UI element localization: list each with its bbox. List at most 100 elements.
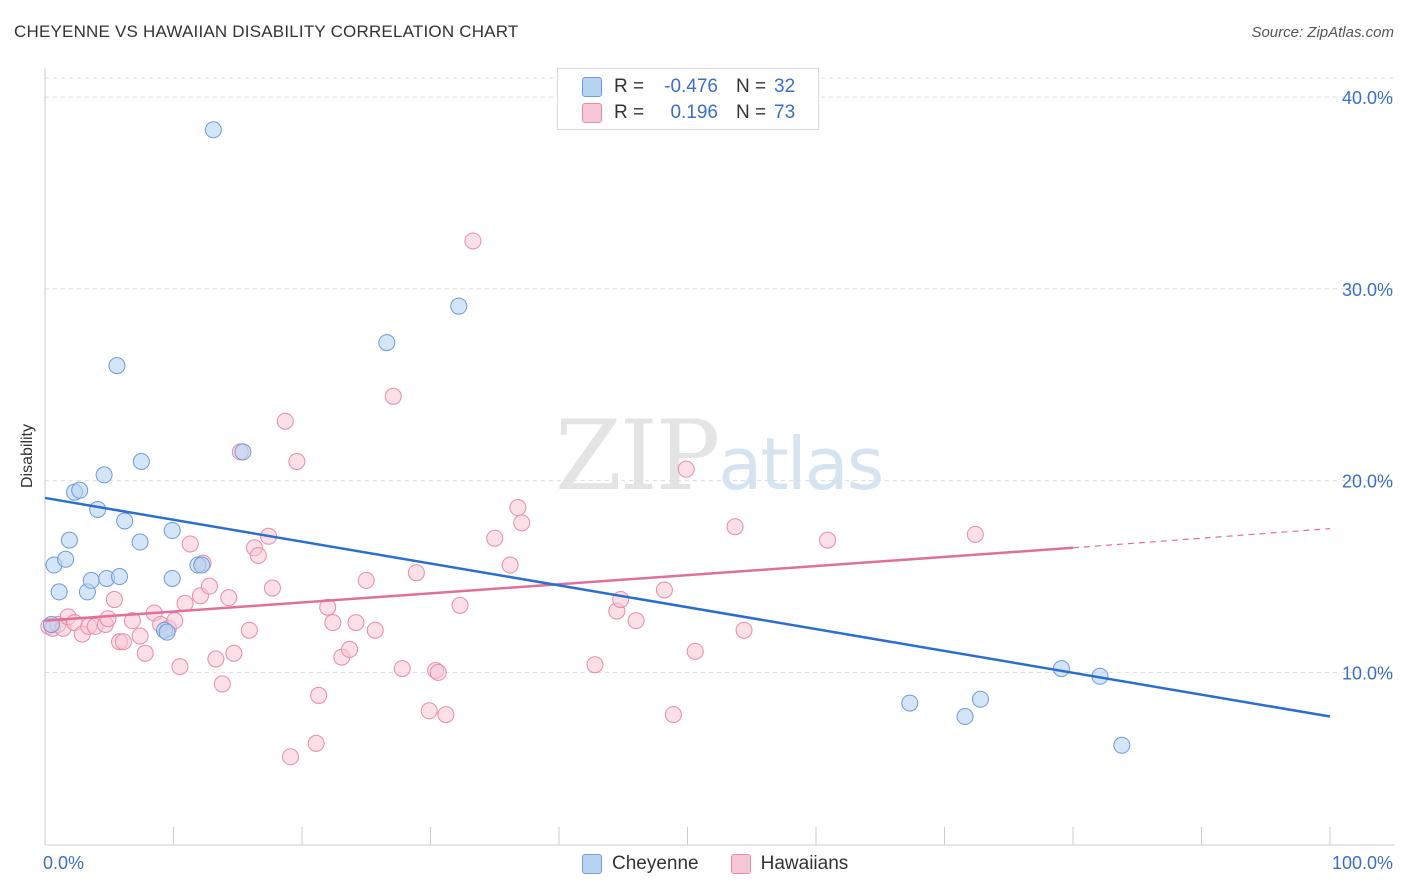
- hawaiians-point: [393, 660, 411, 678]
- hawaiians-point: [249, 546, 267, 564]
- cheyenne-point: [89, 500, 107, 518]
- cheyenne-point: [378, 334, 396, 352]
- cheyenne-point: [71, 481, 89, 499]
- cheyenne-point: [450, 297, 468, 315]
- hawaiians-point: [429, 663, 447, 681]
- hawaiians-point: [213, 675, 231, 693]
- legend-item-hawaiians: Hawaiians: [730, 853, 849, 875]
- hawaiians-point: [509, 499, 527, 517]
- legend-swatch-hawaiians: [582, 103, 602, 123]
- hawaiians-point: [99, 610, 117, 628]
- hawaiians-point: [324, 614, 342, 632]
- legend-row-cheyenne: R = -0.476 N = 32: [582, 75, 795, 99]
- cheyenne-point: [956, 708, 974, 726]
- hawaiians-trend-extension: [1072, 528, 1331, 549]
- y-tick-label: 10.0%: [1342, 663, 1393, 683]
- legend-r-value: -0.476: [664, 76, 718, 97]
- watermark-atlas: atlas: [718, 422, 884, 506]
- cheyenne-point: [132, 453, 150, 470]
- hawaiians-point: [437, 706, 455, 724]
- hawaiians-point: [200, 577, 218, 595]
- hawaiians-point: [677, 460, 695, 478]
- hawaiians-point: [586, 656, 604, 674]
- hawaiians-point: [655, 581, 673, 599]
- hawaiians-point: [319, 598, 337, 616]
- stats-legend: R = -0.476 N = 32 R = 0.196 N = 73: [557, 68, 819, 130]
- cheyenne-point: [1113, 736, 1131, 754]
- hawaiians-point: [464, 232, 482, 250]
- legend-label-hawaiians: Hawaiians: [760, 853, 849, 874]
- cheyenne-point: [971, 690, 989, 708]
- hawaiians-point: [451, 596, 469, 614]
- legend-row-hawaiians: R = 0.196 N = 73: [582, 101, 795, 125]
- hawaiians-point: [347, 614, 365, 632]
- hawaiians-point: [176, 594, 194, 612]
- hawaiians-point: [627, 612, 645, 630]
- hawaiians-point: [735, 621, 753, 639]
- cheyenne-point: [163, 569, 181, 587]
- cheyenne-point: [50, 583, 68, 601]
- hawaiians-point: [407, 564, 425, 582]
- legend-n-value: 73: [774, 102, 796, 123]
- hawaiians-point: [486, 529, 504, 547]
- legend-n-label: N =: [736, 76, 767, 97]
- hawaiians-point: [819, 531, 837, 549]
- cheyenne-point: [131, 533, 149, 551]
- hawaiians-point: [171, 658, 189, 676]
- hawaiians-point: [220, 589, 238, 607]
- legend-n-label: N =: [736, 102, 767, 123]
- hawaiians-point: [664, 706, 682, 724]
- hawaiians-point: [281, 748, 299, 766]
- legend-r-label: R =: [614, 102, 645, 123]
- legend-item-cheyenne: Cheyenne: [582, 853, 699, 875]
- hawaiians-point: [501, 556, 519, 574]
- x-tick-label: 100.0%: [1332, 853, 1393, 873]
- cheyenne-point: [158, 623, 176, 641]
- cheyenne-point: [111, 568, 129, 586]
- legend-swatch-hawaiians: [730, 854, 751, 874]
- legend-n-value: 32: [774, 76, 796, 97]
- hawaiians-point: [207, 650, 225, 668]
- hawaiians-point: [225, 644, 243, 662]
- hawaiians-point: [123, 612, 141, 630]
- hawaiians-point: [513, 514, 531, 532]
- hawaiians-point: [276, 412, 294, 430]
- cheyenne-point: [234, 443, 252, 461]
- legend-r-label: R =: [614, 76, 645, 97]
- hawaiians-point: [686, 642, 704, 660]
- cheyenne-point: [82, 571, 100, 589]
- watermark-zip: ZIP: [555, 400, 720, 512]
- legend-swatch-cheyenne: [582, 854, 602, 874]
- cheyenne-point: [1052, 660, 1070, 678]
- y-tick-label: 20.0%: [1342, 472, 1393, 492]
- y-tick-label: 40.0%: [1342, 88, 1393, 108]
- hawaiians-point: [105, 591, 123, 609]
- cheyenne-point: [163, 522, 181, 540]
- hawaiians-point: [307, 734, 325, 752]
- cheyenne-point: [204, 121, 222, 139]
- y-tick-label: 30.0%: [1342, 280, 1393, 300]
- legend-label-cheyenne: Cheyenne: [612, 853, 699, 874]
- hawaiians-point: [136, 644, 154, 662]
- y-axis-label: Disability: [19, 423, 36, 489]
- hawaiians-point: [420, 702, 438, 720]
- hawaiians-point: [114, 633, 132, 651]
- hawaiians-point: [966, 525, 984, 543]
- hawaiians-point: [263, 579, 281, 597]
- cheyenne-point: [901, 694, 919, 712]
- legend-r-value: 0.196: [670, 102, 718, 123]
- source-label: Source: ZipAtlas.com: [1251, 24, 1394, 41]
- legend-swatch-cheyenne: [582, 77, 602, 97]
- hawaiians-point: [310, 686, 328, 704]
- hawaiians-point: [357, 571, 375, 589]
- hawaiians-point: [726, 518, 744, 536]
- x-tick-label: 0.0%: [43, 853, 84, 873]
- hawaiians-point: [288, 453, 306, 470]
- watermark: ZIPatlas: [555, 400, 884, 512]
- series-legend: Cheyenne Hawaiians: [582, 852, 880, 876]
- hawaiians-point: [341, 640, 359, 658]
- hawaiians-point: [384, 387, 402, 405]
- hawaiians-point: [131, 627, 149, 645]
- hawaiians-point: [366, 621, 384, 639]
